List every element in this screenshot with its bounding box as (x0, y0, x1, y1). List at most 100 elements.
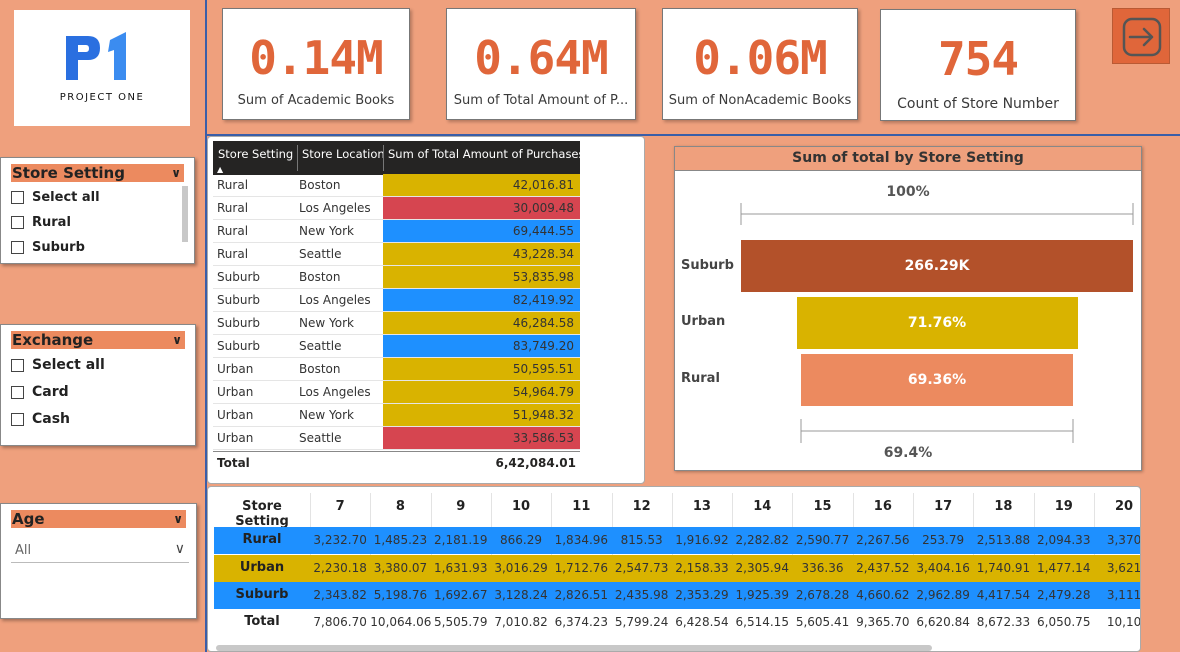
matrix-column-header[interactable]: 15 (813, 499, 832, 514)
table-row[interactable]: Urban Boston 50,595.51 (213, 358, 580, 381)
cell-store-location: New York (299, 316, 354, 330)
matrix-cell: 7,010.82 (494, 615, 548, 629)
chevron-down-icon[interactable]: ∨ (173, 512, 183, 526)
funnel-category-label: Suburb (681, 258, 734, 273)
matrix-column-header[interactable]: 16 (873, 499, 892, 514)
slicer-option-rural[interactable]: Rural (11, 215, 71, 230)
cell-amount: 51,948.32 (383, 404, 580, 426)
kpi-label: Sum of Total Amount of P... (453, 93, 629, 108)
checkbox[interactable] (11, 241, 24, 254)
slicer-option-cash[interactable]: Cash (11, 411, 70, 427)
matrix-column-header[interactable]: 9 (456, 499, 466, 514)
cell-amount: 50,595.51 (383, 358, 580, 380)
checkbox[interactable] (11, 191, 24, 204)
matrix-row[interactable]: Rural 3,232.70 1,485.23 2,181.19 866.29 1,834… (214, 527, 1141, 554)
chevron-down-icon[interactable]: ∨ (172, 333, 182, 347)
slicer-title: Store Setting (12, 164, 125, 182)
matrix-row[interactable]: Total 7,806.70 10,064.06 5,505.79 7,010.82 6,… (214, 609, 1141, 636)
table-row[interactable]: Rural Boston 42,016.81 (213, 174, 580, 197)
slicer-header[interactable]: Age ∨ (11, 510, 186, 528)
funnel-bar[interactable]: 71.76% (796, 297, 1078, 349)
slicer-option-select-all[interactable]: Select all (11, 357, 105, 373)
table-row[interactable]: Suburb Boston 53,835.98 (213, 266, 580, 289)
kpi-label: Count of Store Number (897, 96, 1059, 112)
matrix-column-header[interactable]: 18 (994, 499, 1013, 514)
matrix-column-header[interactable]: 17 (934, 499, 953, 514)
matrix-cell: 1,485.23 (373, 533, 428, 547)
table-row[interactable]: Suburb New York 46,284.58 (213, 312, 580, 335)
purchases-table: Store Setting Store Location Sum of Tota… (207, 136, 645, 484)
table-row[interactable]: Suburb Los Angeles 82,419.92 (213, 289, 580, 312)
horizontal-scrollbar[interactable] (216, 645, 932, 651)
matrix-cell: 2,353.29 (675, 588, 729, 602)
matrix-cell: 7,806.70 (313, 615, 367, 629)
slicer-option-select-all[interactable]: Select all (11, 190, 100, 205)
matrix-column-header[interactable]: 14 (753, 499, 772, 514)
matrix-cell: 5,799.24 (614, 615, 669, 629)
matrix-cell: 2,435.98 (614, 588, 669, 602)
table-row[interactable]: Suburb Seattle 83,749.20 (213, 335, 580, 358)
table-row[interactable]: Rural New York 69,444.55 (213, 220, 580, 243)
slicer-scrollbar[interactable] (182, 186, 188, 242)
matrix-cell: 2,305.94 (735, 561, 789, 575)
kpi-value: 754 (937, 32, 1019, 86)
table-header-cell[interactable]: Sum of Total Amount of Purchases (388, 147, 585, 161)
table-row[interactable]: Urban New York 51,948.32 (213, 404, 580, 427)
age-dropdown[interactable]: All ∨ (11, 537, 189, 563)
slicer-header[interactable]: Store Setting ∨ (11, 164, 184, 182)
cell-store-setting: Rural (217, 247, 249, 261)
table-header-cell[interactable]: Store Setting (218, 147, 294, 161)
matrix-cell: 2,479.28 (1037, 588, 1091, 602)
matrix-column-header[interactable]: 20 (1114, 499, 1134, 514)
kpi-value: 0.14M (249, 31, 383, 85)
matrix-column-header[interactable]: 12 (632, 499, 651, 514)
matrix-column-header[interactable]: 10 (511, 499, 531, 514)
matrix-cell: 2,678.28 (795, 588, 850, 602)
table-row[interactable]: Urban Los Angeles 54,964.79 (213, 381, 580, 404)
divider-vertical (205, 0, 207, 652)
checkbox[interactable] (11, 358, 24, 372)
project-logo: PROJECT ONE (14, 10, 190, 126)
table-row[interactable]: Rural Seattle 43,228.34 (213, 243, 580, 266)
funnel-bar[interactable]: 266.29K (741, 240, 1133, 292)
sort-ascending-icon[interactable]: ▲ (217, 165, 224, 174)
checkbox[interactable] (11, 385, 24, 399)
matrix-column-header[interactable]: 7 (335, 499, 345, 514)
cell-amount: 53,835.98 (383, 266, 580, 288)
option-label: Cash (32, 411, 71, 427)
matrix-cell: 6,374.23 (554, 615, 609, 629)
cell-store-setting: Urban (217, 362, 254, 376)
matrix-row-label: Rural (242, 532, 282, 547)
chevron-down-icon[interactable]: ∨ (174, 541, 185, 557)
matrix-cell: 3,370 (1106, 533, 1141, 547)
matrix-column-header[interactable]: 13 (692, 499, 711, 514)
cell-amount: 69,444.55 (383, 220, 580, 242)
slicer-option-suburb[interactable]: Suburb (11, 240, 85, 255)
matrix-cell: 10,10 (1106, 615, 1141, 629)
matrix-row[interactable]: Suburb 2,343.82 5,198.76 1,692.67 3,128.24 2,… (214, 582, 1140, 609)
checkbox[interactable] (11, 412, 24, 426)
matrix-column-header[interactable]: 19 (1054, 499, 1073, 514)
funnel-brackets (740, 203, 1134, 443)
slicer-title: Exchange (12, 331, 94, 349)
option-label: Select all (32, 357, 105, 373)
exit-button[interactable] (1112, 8, 1170, 64)
slicer-header[interactable]: Exchange ∨ (11, 331, 185, 349)
table-row[interactable]: Rural Los Angeles 30,009.48 (213, 197, 580, 220)
cell-store-location: Boston (299, 178, 341, 192)
checkbox[interactable] (11, 216, 24, 229)
chevron-down-icon[interactable]: ∨ (171, 166, 181, 180)
slicer-option-card[interactable]: Card (11, 384, 69, 400)
matrix-cell: 3,128.24 (494, 588, 548, 602)
matrix-column-header[interactable]: 11 (572, 499, 591, 514)
table-header-cell[interactable]: Store Location (302, 147, 385, 161)
table-row[interactable]: Urban Seattle 33,586.53 (213, 427, 580, 450)
matrix-cell: 253.79 (922, 533, 965, 547)
matrix-column-header[interactable]: 8 (395, 499, 405, 514)
cell-amount: 54,964.79 (383, 381, 580, 403)
matrix-corner-header[interactable]: Store Setting (235, 499, 289, 529)
cell-store-location: Seattle (299, 247, 342, 261)
matrix-row[interactable]: Urban 2,230.18 3,380.07 1,631.93 3,016.29 1,7… (214, 555, 1140, 582)
matrix-cell: 2,282.82 (735, 533, 789, 547)
funnel-bar[interactable]: 69.36% (801, 354, 1073, 406)
